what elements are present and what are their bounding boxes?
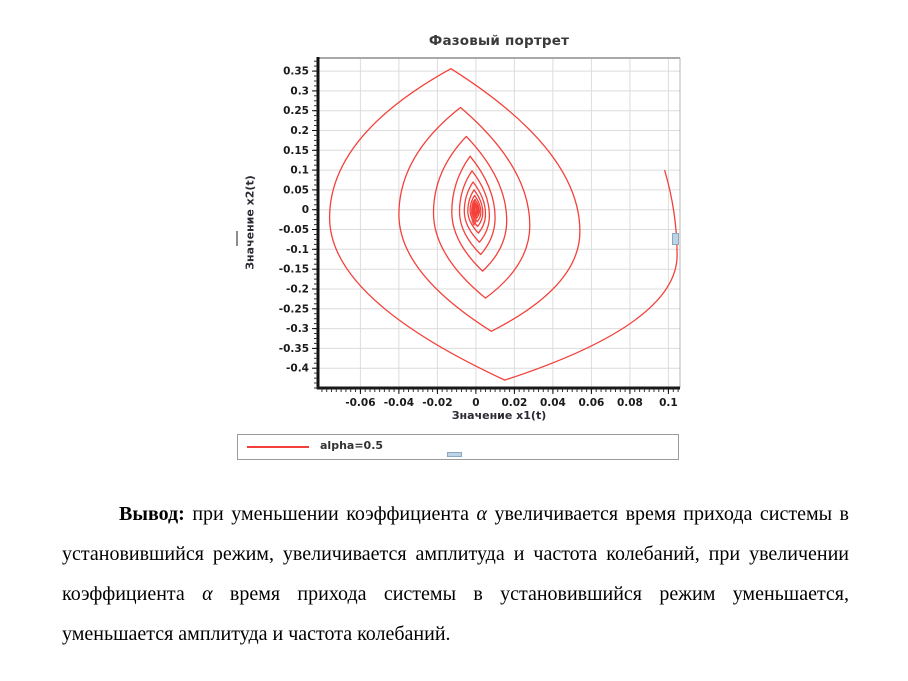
- resize-handle-right[interactable]: [672, 233, 679, 245]
- svg-text:0.1: 0.1: [659, 397, 678, 409]
- phase-portrait-chart[interactable]: Фазовый портрет -0.06 -0.04 -0.02 0 0.02 0.04…: [232, 28, 684, 460]
- svg-text:0.04: 0.04: [540, 397, 566, 409]
- conclusion-paragraph: Вывод: при уменьшении коэффициента α уве…: [62, 494, 849, 654]
- svg-text:0.15: 0.15: [283, 145, 309, 157]
- svg-text:-0.4: -0.4: [286, 363, 309, 375]
- svg-text:0.25: 0.25: [283, 105, 309, 117]
- chart-title: Фазовый портрет: [428, 33, 570, 49]
- svg-text:0.06: 0.06: [578, 397, 604, 409]
- plot-canvas: -0.06 -0.04 -0.02 0 0.02 0.04 0.06 0.08 0.1 0.35 0…: [279, 57, 681, 409]
- svg-text:0.35: 0.35: [283, 66, 309, 78]
- svg-text:0: 0: [302, 204, 309, 216]
- svg-text:-0.1: -0.1: [286, 244, 309, 256]
- conclusion-text: время прихода системы в установившийся р…: [62, 583, 850, 645]
- alpha-symbol: α: [202, 583, 213, 605]
- svg-text:-0.05: -0.05: [279, 224, 309, 236]
- svg-text:-0.25: -0.25: [279, 303, 309, 315]
- conclusion-lead-word: Вывод:: [119, 503, 193, 525]
- svg-text:0.08: 0.08: [617, 397, 643, 409]
- svg-text:0: 0: [472, 397, 479, 409]
- svg-text:-0.02: -0.02: [422, 397, 452, 409]
- svg-text:-0.04: -0.04: [384, 397, 414, 409]
- resize-handle-bottom[interactable]: [447, 452, 462, 457]
- svg-text:-0.2: -0.2: [286, 284, 309, 296]
- alpha-symbol: α: [476, 503, 487, 525]
- svg-text:0.05: 0.05: [283, 184, 309, 196]
- conclusion-text: при уменьшении коэффициента: [192, 503, 477, 525]
- svg-text:0.3: 0.3: [290, 85, 309, 97]
- svg-text:0.02: 0.02: [501, 397, 527, 409]
- x-axis-title: Значение x1(t): [451, 409, 547, 422]
- svg-text:-0.3: -0.3: [286, 323, 309, 335]
- svg-text:-0.15: -0.15: [279, 264, 309, 276]
- y-axis-title: Значение x2(t): [243, 175, 257, 270]
- svg-text:0.1: 0.1: [290, 165, 309, 177]
- svg-text:-0.35: -0.35: [279, 343, 309, 355]
- resize-handle-left[interactable]: [236, 231, 238, 246]
- svg-text:-0.06: -0.06: [345, 397, 375, 409]
- legend-line-sample: [247, 446, 309, 448]
- legend-label: alpha=0.5: [320, 439, 384, 452]
- conclusion-text: увеличивается время прихода системы в ус…: [62, 503, 849, 605]
- svg-text:0.2: 0.2: [290, 125, 309, 137]
